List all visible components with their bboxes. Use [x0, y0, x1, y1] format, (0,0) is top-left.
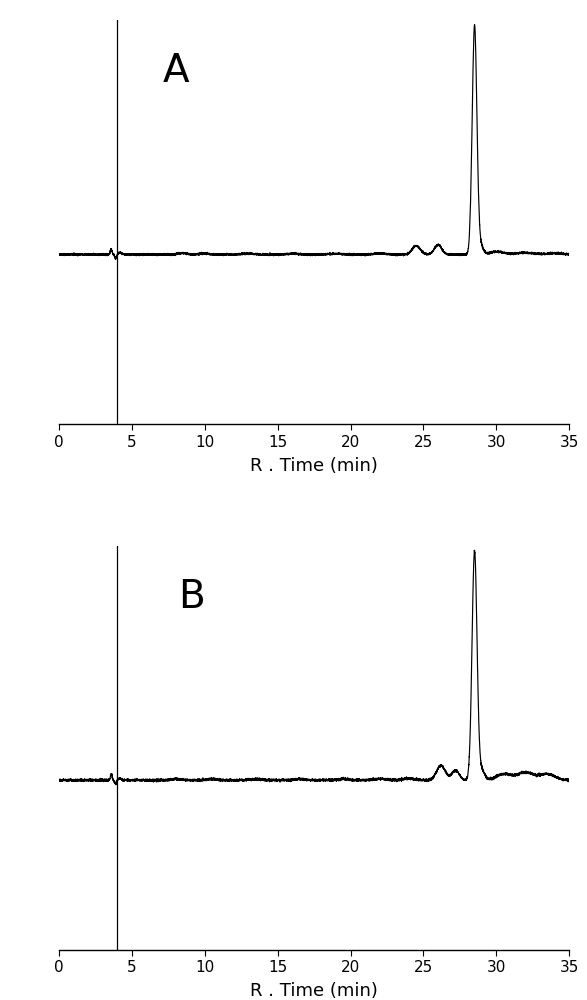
Text: B: B [178, 578, 205, 616]
X-axis label: R . Time (min): R . Time (min) [250, 982, 378, 1000]
Text: A: A [163, 52, 190, 90]
X-axis label: R . Time (min): R . Time (min) [250, 457, 378, 475]
